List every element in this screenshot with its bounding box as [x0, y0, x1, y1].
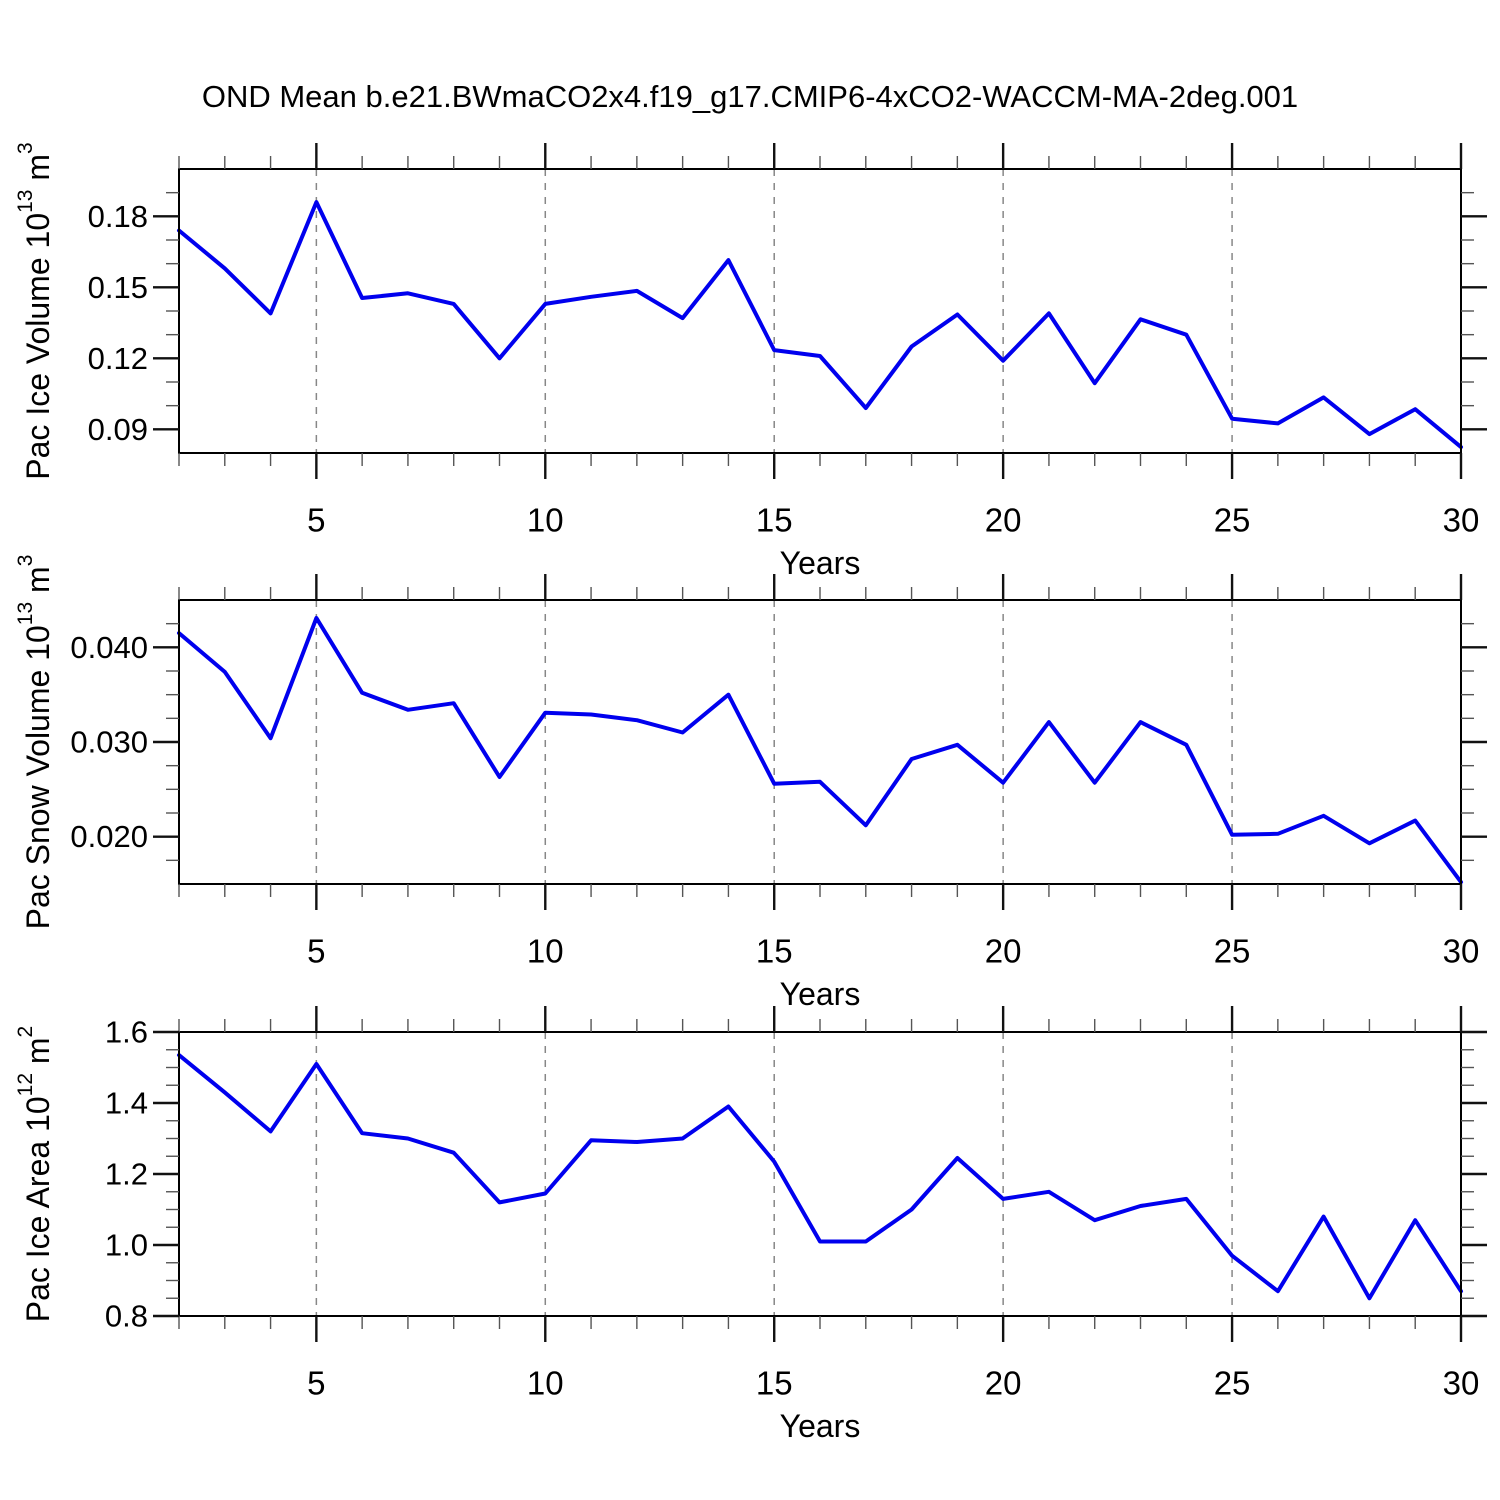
y-axis-title-superscript: 3	[14, 142, 37, 154]
plot-frame	[178, 1031, 1462, 1317]
y-axis-title: Pac Ice Volume 1013 m3	[14, 142, 57, 479]
y-axis-title-text: Pac Ice Volume 10	[20, 213, 56, 480]
y-axis-title-text: Pac Snow Volume 10	[20, 625, 56, 929]
x-axis-title: Years	[780, 1408, 861, 1444]
y-tick-label: 1.0	[105, 1228, 148, 1263]
y-tick-label: 1.2	[105, 1157, 148, 1192]
data-line	[177, 200, 1463, 450]
y-tick-label: 1.4	[105, 1086, 148, 1121]
y-axis-title-text: m	[20, 1037, 56, 1073]
data-line	[177, 616, 1463, 885]
x-tick-label: 20	[985, 502, 1022, 539]
y-tick-label: 0.020	[70, 819, 148, 854]
x-tick-label: 30	[1443, 1365, 1480, 1402]
x-tick-label: 5	[307, 502, 325, 539]
x-tick-label: 20	[985, 1365, 1022, 1402]
x-tick-label: 5	[307, 1365, 325, 1402]
x-tick-label: 30	[1443, 933, 1480, 970]
y-tick-label: 1.6	[105, 1015, 148, 1050]
x-tick-label: 30	[1443, 502, 1480, 539]
y-axis-title-superscript: 13	[14, 602, 37, 625]
y-axis-title: Pac Snow Volume 1013 m3	[14, 555, 57, 930]
x-tick-label: 10	[527, 1365, 564, 1402]
x-tick-label: 25	[1214, 933, 1251, 970]
subplot-3: 0.8 1.0 1.2 1.4 1.6 5 10 15 20 25 30 Years Pac Ice A…	[14, 1006, 1487, 1444]
y-tick-label: 0.18	[88, 199, 148, 234]
y-axis-title-superscript: 2	[14, 1026, 37, 1038]
x-tick-label: 15	[756, 933, 793, 970]
y-axis-title-superscript: 12	[14, 1073, 37, 1096]
y-axis-title-superscript: 3	[14, 555, 37, 567]
x-tick-label: 25	[1214, 1365, 1251, 1402]
figure-title: OND Mean b.e21.BWmaCO2x4.f19_g17.CMIP6-4…	[201, 79, 1299, 114]
x-axis-title: Years	[780, 976, 861, 1012]
y-axis-title-text: m	[20, 566, 56, 602]
x-tick-label: 25	[1214, 502, 1251, 539]
x-tick-label: 5	[307, 933, 325, 970]
y-axis-title: Pac Ice Area 1012 m2	[14, 1026, 57, 1323]
plot-frame	[178, 599, 1462, 885]
y-tick-label: 0.15	[88, 270, 148, 305]
y-axis-title-text: m	[20, 154, 56, 190]
x-tick-label: 10	[527, 933, 564, 970]
y-tick-label: 0.030	[70, 725, 148, 760]
x-tick-label: 15	[756, 502, 793, 539]
y-tick-label: 0.12	[88, 341, 148, 376]
y-axis-title-superscript: 13	[14, 190, 37, 213]
y-tick-label: 0.040	[70, 630, 148, 665]
y-tick-label: 0.09	[88, 412, 148, 447]
subplot-1: 0.09 0.12 0.15 0.18 5 10 15 20 25 30 Years Pac Ice …	[14, 142, 1487, 581]
x-tick-label: 10	[527, 502, 564, 539]
y-axis-title-text: Pac Ice Area 10	[20, 1096, 56, 1322]
x-tick-label: 15	[756, 1365, 793, 1402]
subplot-2: 0.020 0.030 0.040 5 10 15 20 25 30 Years Pac Snow …	[14, 555, 1487, 1012]
data-line	[177, 1053, 1463, 1301]
plot-frame	[178, 168, 1462, 454]
x-axis-title: Years	[780, 545, 861, 581]
x-tick-label: 20	[985, 933, 1022, 970]
y-tick-label: 0.8	[105, 1299, 148, 1334]
